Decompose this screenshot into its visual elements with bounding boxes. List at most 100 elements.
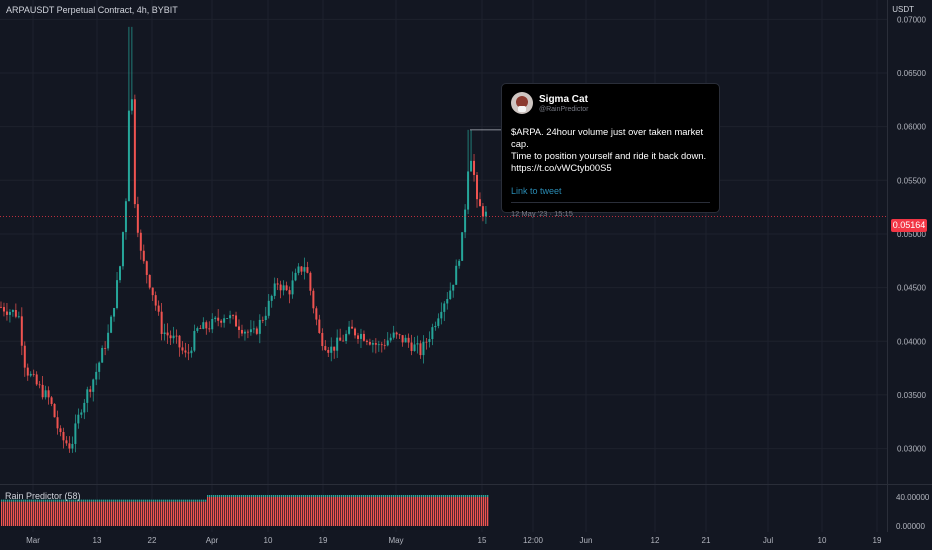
- indicator-bar-cap: [395, 495, 397, 497]
- indicator-bar: [131, 501, 133, 526]
- candle-body: [133, 99, 136, 205]
- indicator-bar: [213, 497, 215, 526]
- candle-body: [294, 272, 297, 281]
- time-tick-label: 10: [264, 536, 273, 545]
- indicator-tick-label: 40.00000: [896, 493, 930, 502]
- candle-body: [458, 260, 461, 266]
- indicator-bar-cap: [245, 495, 247, 497]
- indicator-bar: [231, 497, 233, 526]
- indicator-bar: [233, 497, 235, 526]
- candle-body: [473, 160, 476, 175]
- indicator-bar: [203, 501, 205, 526]
- candle-body: [410, 342, 413, 351]
- indicator-bar-cap: [305, 495, 307, 497]
- indicator-bar: [485, 497, 487, 526]
- candle-body: [20, 316, 23, 346]
- indicator-bar-cap: [185, 499, 187, 502]
- indicator-bar: [25, 501, 27, 526]
- indicator-bar: [73, 501, 75, 526]
- indicator-bar: [137, 501, 139, 526]
- indicator-bar: [359, 497, 361, 526]
- indicator-bar-cap: [171, 499, 173, 502]
- indicator-bar: [279, 497, 281, 526]
- candle-body: [50, 397, 53, 404]
- indicator-bar-cap: [155, 499, 157, 502]
- indicator-bar: [299, 497, 301, 526]
- indicator-bar: [191, 501, 193, 526]
- indicator-bar: [51, 501, 53, 526]
- indicator-bar-cap: [35, 499, 37, 502]
- indicator-bar-cap: [375, 495, 377, 497]
- indicator-bar-cap: [389, 495, 391, 497]
- candle-body: [148, 274, 151, 288]
- indicator-bar: [297, 497, 299, 526]
- candle-body: [142, 250, 145, 262]
- candle-body: [261, 319, 264, 321]
- time-tick-label: 10: [818, 536, 827, 545]
- indicator-bar: [275, 497, 277, 526]
- indicator-label[interactable]: Rain Predictor (58): [5, 491, 81, 501]
- candle-body: [208, 328, 211, 330]
- candlestick-series: [0, 26, 487, 453]
- candle-body: [139, 232, 142, 251]
- indicator-bar-cap: [347, 495, 349, 497]
- indicator-bar: [95, 501, 97, 526]
- indicator-bar: [381, 497, 383, 526]
- indicator-bar-cap: [205, 499, 207, 502]
- indicator-bar: [105, 501, 107, 526]
- candle-body: [351, 326, 354, 329]
- price-tick-label: 0.06000: [897, 123, 926, 132]
- indicator-bar-cap: [277, 495, 279, 497]
- indicator-bar: [113, 501, 115, 526]
- indicator-bar: [483, 497, 485, 526]
- candle-body: [339, 337, 342, 341]
- time-axis[interactable]: Mar 13 22 Apr 10 19 May 15 12:00 Jun 12 21 Jul 10 19: [26, 536, 882, 545]
- indicator-bar: [475, 497, 477, 526]
- candle-body: [330, 346, 333, 353]
- indicator-bar-cap: [349, 495, 351, 497]
- indicator-bar-cap: [445, 495, 447, 497]
- indicator-bar-cap: [341, 495, 343, 497]
- candle-body: [5, 311, 8, 315]
- time-tick-label: Jul: [763, 536, 773, 545]
- indicator-bar: [369, 497, 371, 526]
- indicator-bar-cap: [161, 499, 163, 502]
- indicator-bar-cap: [381, 495, 383, 497]
- indicator-bar-cap: [73, 499, 75, 502]
- candle-body: [86, 389, 89, 403]
- candle-body: [336, 337, 339, 351]
- indicator-bar: [433, 497, 435, 526]
- indicator-bar: [77, 501, 79, 526]
- symbol-title[interactable]: ARPAUSDT Perpetual Contract, 4h, BYBIT: [6, 5, 178, 15]
- indicator-bar: [189, 501, 191, 526]
- tweet-card[interactable]: Sigma Cat @RainPredictor $ARPA. 24hour v…: [501, 83, 720, 218]
- indicator-bar-cap: [371, 495, 373, 497]
- indicator-bar: [383, 497, 385, 526]
- candle-body: [113, 308, 116, 317]
- price-unit-label[interactable]: USDT: [892, 5, 914, 14]
- indicator-bar-cap: [447, 495, 449, 497]
- indicator-bar: [437, 497, 439, 526]
- indicator-bar: [373, 497, 375, 526]
- tweet-header: Sigma Cat @RainPredictor: [511, 92, 710, 114]
- indicator-bar-cap: [151, 499, 153, 502]
- price-axis[interactable]: 0.07000 0.06500 0.06000 0.05500 0.05000 0.045…: [897, 15, 926, 453]
- indicator-bar-cap: [293, 495, 295, 497]
- indicator-bar-cap: [301, 495, 303, 497]
- candle-body: [383, 344, 386, 346]
- indicator-bar-cap: [281, 495, 283, 497]
- indicator-bar-cap: [107, 499, 109, 502]
- indicator-bar: [477, 497, 479, 526]
- indicator-bar-cap: [207, 495, 209, 497]
- candle-body: [357, 335, 359, 339]
- indicator-bar: [13, 501, 15, 526]
- indicator-bar: [405, 497, 407, 526]
- candle-body: [29, 373, 32, 376]
- indicator-bar-cap: [189, 499, 191, 502]
- candle-body: [127, 110, 130, 202]
- tweet-link[interactable]: Link to tweet: [511, 186, 562, 196]
- candle-body: [252, 328, 255, 330]
- indicator-bar-cap: [345, 495, 347, 497]
- candle-body: [62, 431, 65, 441]
